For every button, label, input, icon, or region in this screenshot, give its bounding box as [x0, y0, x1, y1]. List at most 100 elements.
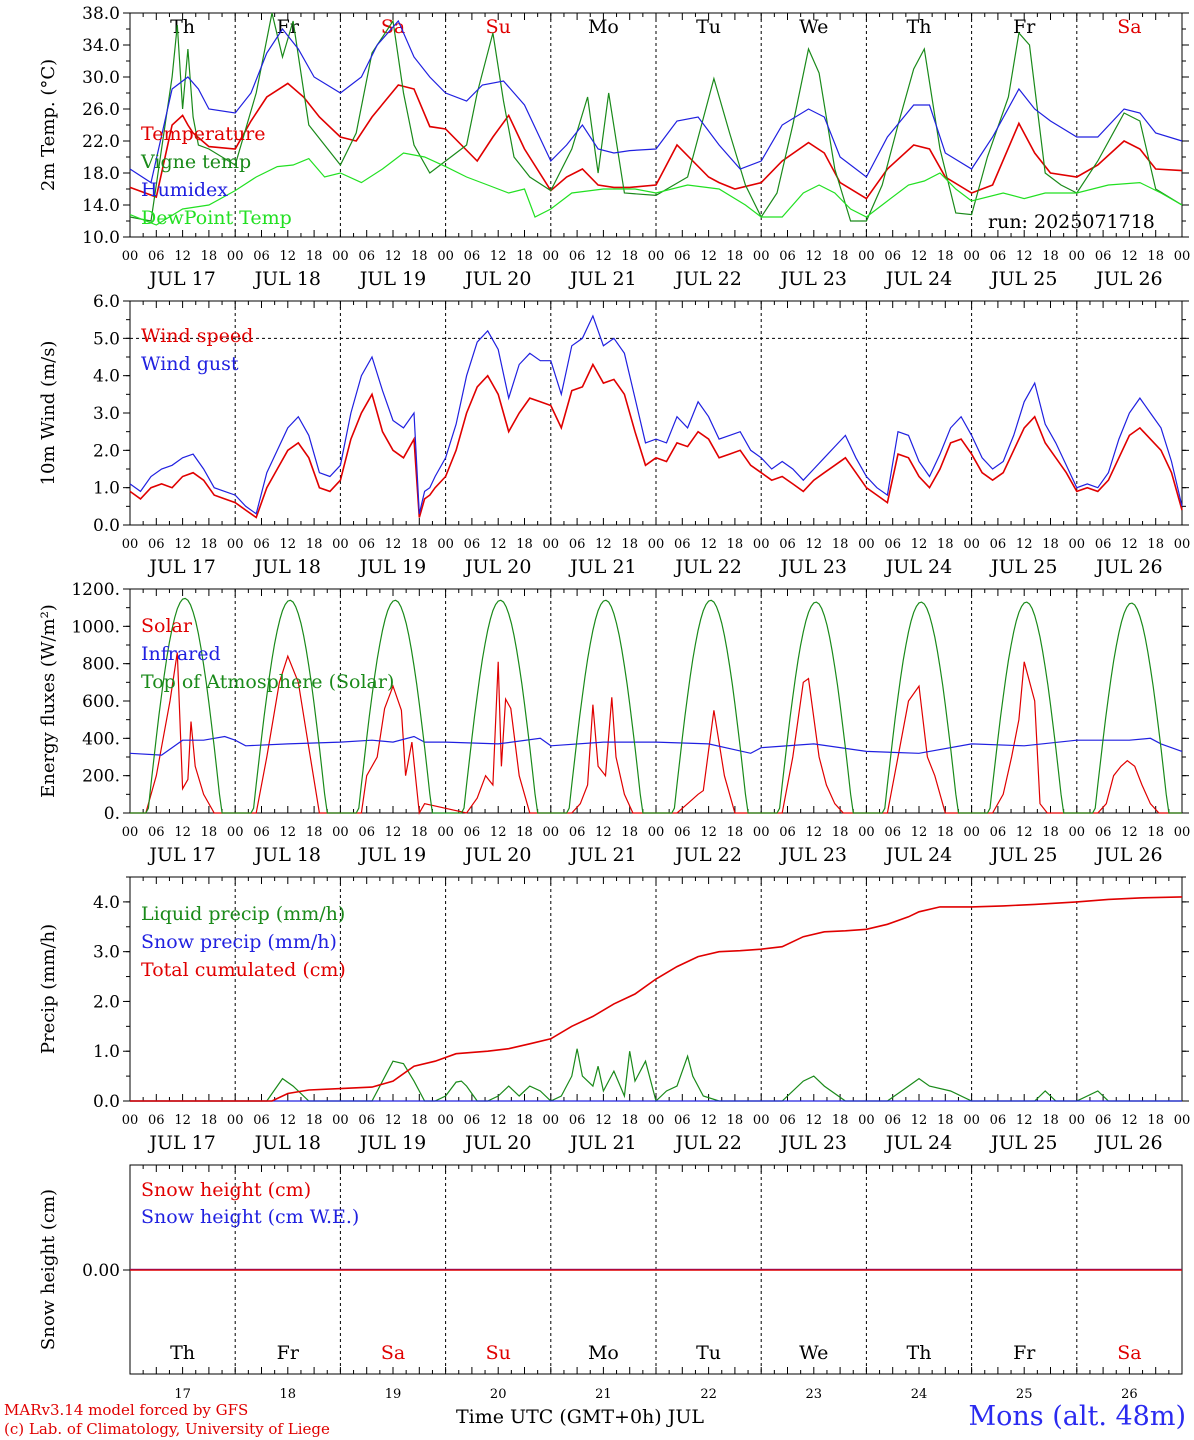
date-label: JUL 18	[253, 268, 321, 290]
hour-label: 18	[1147, 537, 1164, 552]
hour-label: 06	[990, 537, 1007, 552]
hour-label: 12	[595, 825, 612, 840]
date-label: JUL 24	[884, 844, 952, 866]
weekday-label: Tu	[696, 16, 721, 38]
date-label: JUL 19	[358, 556, 426, 578]
hour-label: 06	[569, 537, 586, 552]
y-tick-label: 22.0	[82, 132, 120, 152]
hour-label: 18	[727, 249, 744, 264]
hour-label: 00	[858, 249, 875, 264]
date-label: JUL 26	[1094, 844, 1162, 866]
hour-label: 12	[280, 537, 297, 552]
day-number: 21	[595, 1387, 612, 1402]
panel-frame	[129, 300, 1183, 526]
hour-label: 18	[306, 249, 323, 264]
legend-entry: Wind gust	[141, 353, 239, 375]
hour-label: 06	[358, 249, 375, 264]
hour-label: 06	[1095, 1113, 1112, 1128]
date-label: JUL 22	[673, 1132, 741, 1154]
weekday-label: Sa	[1117, 1342, 1141, 1364]
hour-label: 00	[963, 249, 980, 264]
hour-label: 18	[411, 825, 428, 840]
hour-label: 18	[937, 537, 954, 552]
hour-label: 00	[648, 249, 665, 264]
hour-label: 06	[674, 249, 691, 264]
hour-label: 18	[937, 825, 954, 840]
hour-label: 06	[358, 825, 375, 840]
hour-label: 18	[516, 1113, 533, 1128]
hour-label: 06	[779, 249, 796, 264]
hour-label: 06	[779, 537, 796, 552]
hour-label: 06	[148, 1113, 165, 1128]
hour-label: 06	[779, 825, 796, 840]
date-label: JUL 21	[568, 844, 636, 866]
hour-label: 00	[858, 1113, 875, 1128]
y-tick-label: 34.0	[82, 36, 120, 56]
y-tick-label: 1200.	[71, 580, 120, 600]
hour-label: 00	[753, 249, 770, 264]
date-label: JUL 21	[568, 556, 636, 578]
y-tick-label: 0.0	[93, 1092, 120, 1112]
hour-label: 18	[937, 1113, 954, 1128]
day-number: 24	[911, 1387, 928, 1402]
hour-label: 00	[122, 825, 139, 840]
hour-label: 00	[1069, 249, 1086, 264]
y-tick-label: 6.0	[93, 292, 120, 312]
hour-label: 18	[1042, 825, 1059, 840]
hour-label: 00	[543, 249, 560, 264]
hour-label: 12	[385, 825, 402, 840]
legend-entry: Solar	[141, 615, 193, 637]
hour-label: 12	[385, 537, 402, 552]
hour-label: 18	[832, 537, 849, 552]
hour-label: 00	[437, 825, 454, 840]
y-tick-label: 4.0	[93, 893, 120, 913]
weekday-label: Sa	[1117, 16, 1141, 38]
series-line	[130, 896, 1183, 1102]
hour-label: 00	[122, 249, 139, 264]
hour-label: 18	[1042, 537, 1059, 552]
y-tick-label: 38.0	[82, 4, 120, 24]
date-label: JUL 22	[673, 844, 741, 866]
hour-label: 00	[122, 537, 139, 552]
date-label: JUL 23	[779, 556, 847, 578]
hour-label: 06	[990, 825, 1007, 840]
hour-label: 18	[832, 1113, 849, 1128]
legend-entry: Snow precip (mm/h)	[141, 931, 337, 953]
hour-label: 06	[674, 825, 691, 840]
hour-label: 12	[806, 537, 823, 552]
hour-label: 18	[306, 1113, 323, 1128]
hour-label: 00	[1174, 825, 1191, 840]
date-label: JUL 22	[673, 556, 741, 578]
panel-3: 0. 200. 400. 600. 800. 1000. 1200. Energy fluxe…	[38, 580, 1190, 866]
hour-label: 06	[253, 249, 270, 264]
hour-label: 00	[227, 825, 244, 840]
hour-label: 18	[201, 1113, 218, 1128]
date-label: JUL 21	[568, 1132, 636, 1154]
y-axis-title: Energy fluxes (W/m²)	[38, 604, 59, 798]
weekday-label: Fr	[277, 1342, 300, 1364]
hour-label: 06	[569, 1113, 586, 1128]
x-axis-title: Time UTC (GMT+0h) JUL	[456, 1406, 704, 1428]
hour-label: 06	[464, 1113, 481, 1128]
legend-entry: Top of Atmosphere (Solar)	[141, 671, 394, 693]
hour-label: 18	[411, 537, 428, 552]
weekday-label: Fr	[277, 16, 300, 38]
legend-entry: Wind speed	[141, 325, 253, 347]
y-tick-label: 600.	[82, 692, 120, 712]
date-label: JUL 17	[147, 556, 215, 578]
weekday-label: Th	[170, 16, 195, 38]
hour-label: 12	[385, 1113, 402, 1128]
model-credit: MARv3.14 model forced by GFS	[4, 1401, 249, 1419]
hour-label: 06	[569, 249, 586, 264]
hour-label: 12	[806, 1113, 823, 1128]
hour-label: 00	[753, 537, 770, 552]
panel-frame	[129, 588, 1183, 814]
hour-label: 00	[437, 537, 454, 552]
y-tick-label: 0.	[104, 804, 120, 824]
hour-label: 12	[700, 1113, 717, 1128]
date-label: JUL 25	[989, 844, 1057, 866]
hour-label: 12	[700, 249, 717, 264]
hour-label: 00	[648, 825, 665, 840]
hour-label: 12	[490, 537, 507, 552]
hour-label: 12	[490, 825, 507, 840]
